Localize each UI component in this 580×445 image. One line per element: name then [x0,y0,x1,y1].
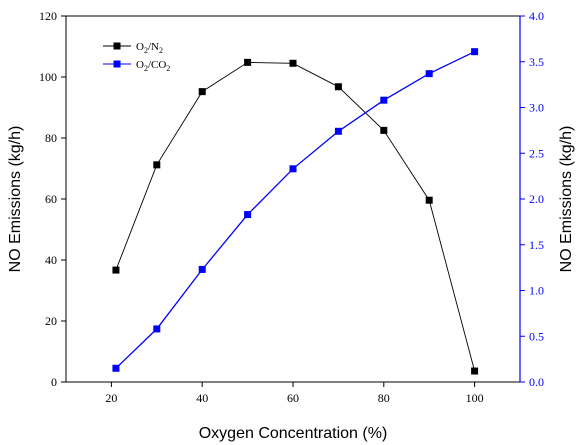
series-0-point [471,367,479,375]
series-0-point [198,88,206,96]
series-1-point [153,325,161,333]
plot-frame [65,15,521,383]
series-layer [112,48,479,375]
legend-label-o2-n2: O2/N2 [136,41,163,55]
right-y-tick-label: 0.0 [529,375,544,389]
series-1-point [334,127,342,135]
x-tick-label: 80 [378,391,390,405]
right-y-tick-label: 2.5 [529,146,544,160]
x-tick-label: 100 [466,391,484,405]
legend-entry-o2-co2: O2/CO2 [103,59,170,73]
left-y-tick-label: 120 [39,9,57,23]
series-0-point [334,83,342,91]
series-line-0 [115,61,476,372]
series-1-point [380,96,388,104]
legend-entry-o2-n2: O2/N2 [103,41,163,55]
x-tick-label: 40 [196,391,208,405]
left-y-tick-label: 100 [39,70,57,84]
left-y-tick-label: 0 [51,375,57,389]
series-1-point [112,364,120,372]
legend-marker-o2-n2 [113,42,121,50]
series-0-point [380,126,388,134]
series-line-1 [115,51,475,369]
right-y-tick-label: 3.5 [529,55,544,69]
legend-marker-o2-co2 [113,60,121,68]
right-y-axis-title: NO Emissions (kg/h) [558,126,575,273]
right-y-tick-label: 0.5 [529,329,544,343]
series-1-point [198,265,206,273]
right-y-axis-ticks: 0.0 0.5 1.0 1.5 2.0 2.5 3.0 3.5 4.0 [520,9,544,389]
right-y-tick-label: 2.0 [529,192,544,206]
x-axis-ticks: 20 40 60 80 100 [105,382,484,405]
legend: O2/N2 O2/CO2 [103,41,170,73]
x-tick-label: 20 [105,391,117,405]
series-1-point [289,165,297,173]
series-1-point [425,70,433,78]
right-y-tick-label: 4.0 [529,9,544,23]
left-y-tick-label: 20 [45,314,57,328]
legend-label-o2-co2: O2/CO2 [136,59,170,73]
series-0-point [289,59,297,67]
right-y-tick-label: 1.0 [529,284,544,298]
series-0-point [153,161,161,169]
x-axis-title: Oxygen Concentration (%) [199,425,388,442]
series-0-point [244,58,252,66]
series-0-point [112,266,120,274]
right-y-tick-label: 3.0 [529,101,544,115]
left-y-tick-label: 80 [45,131,57,145]
left-y-axis-ticks: 0 20 40 60 80 100 120 [39,9,66,389]
right-y-tick-label: 1.5 [529,238,544,252]
series-1-point [244,211,252,219]
series-0-point [425,196,433,204]
left-y-tick-label: 60 [45,192,57,206]
left-y-axis-title: NO Emissions (kg/h) [7,126,24,273]
left-y-tick-label: 40 [45,253,57,267]
x-tick-label: 60 [287,391,299,405]
series-1-point [471,48,479,56]
